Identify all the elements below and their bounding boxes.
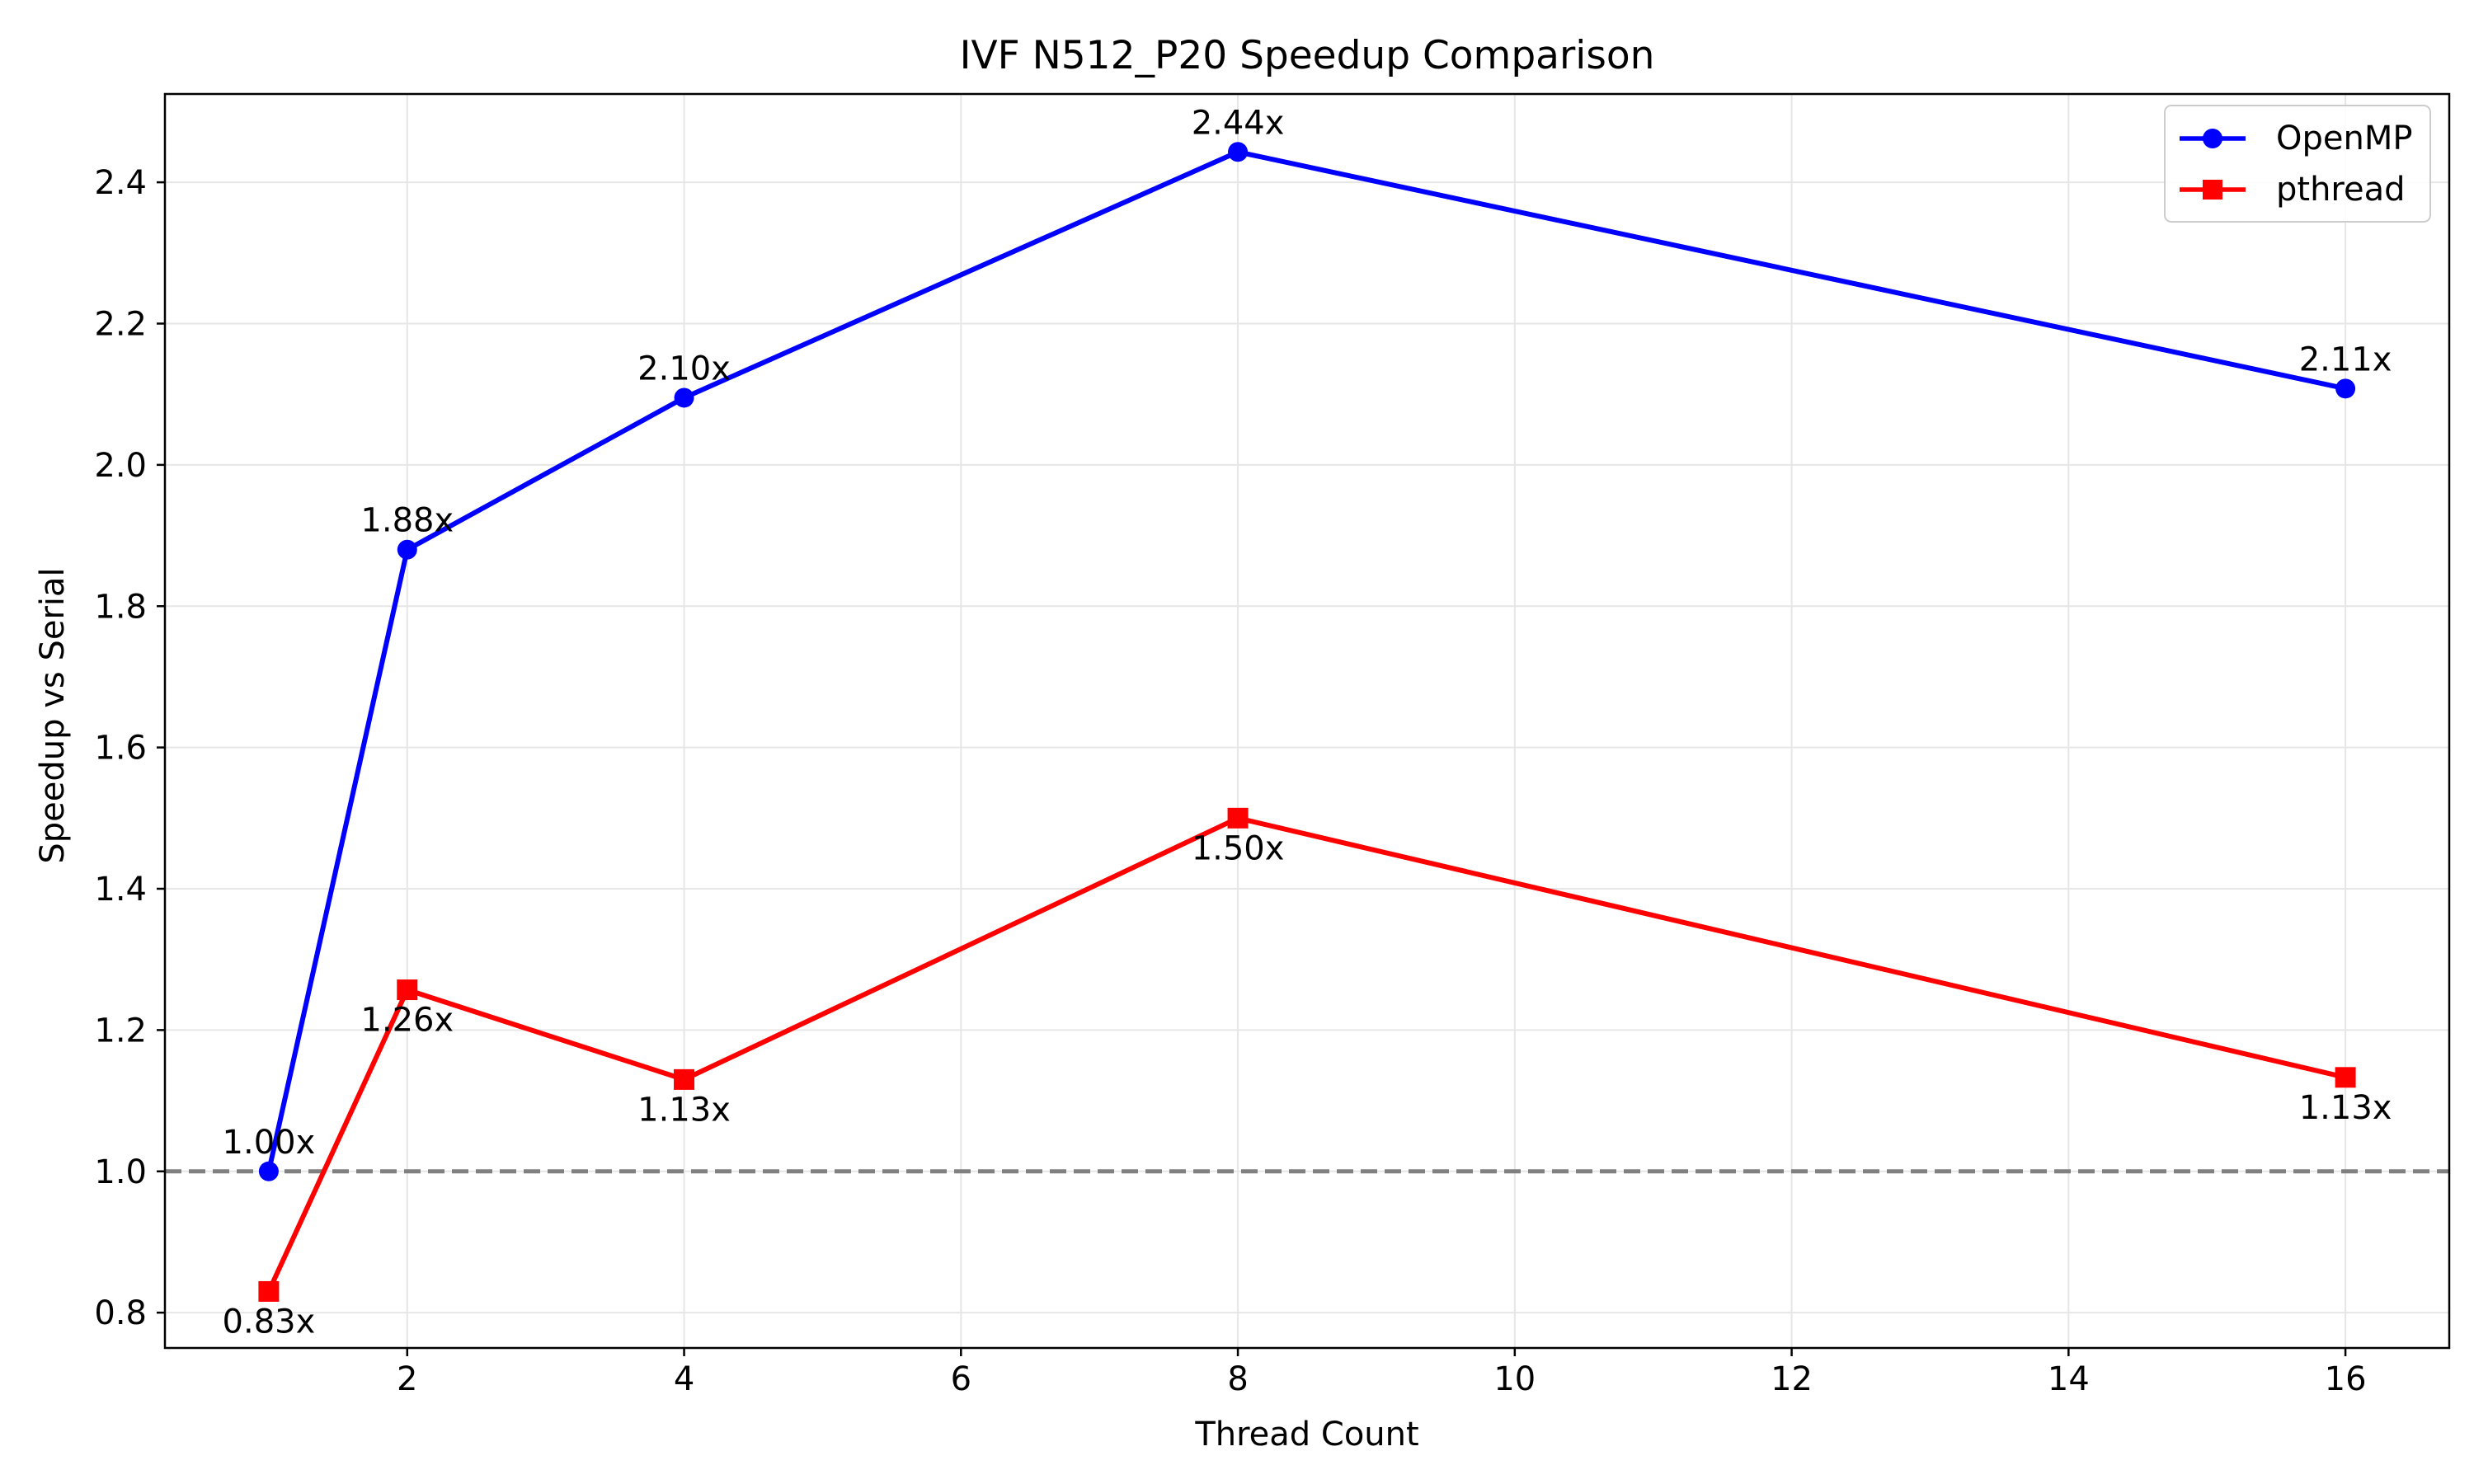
axis-ticks: 2 4 6 8 10 12 14 16 0.8 1.0 1.2 1.4 1.6 1.8 2.0 2.2 2.4	[94, 164, 2366, 1398]
plot-frame	[163, 92, 2451, 1350]
x-tick-label: 8	[1227, 1360, 1248, 1398]
x-tick-label: 12	[1771, 1360, 1813, 1398]
openmp-data-label: 2.44x	[1192, 104, 1285, 142]
y-tick-label: 2.4	[94, 164, 147, 202]
y-tick-label: 1.0	[94, 1153, 147, 1191]
y-tick-label: 2.2	[94, 305, 147, 343]
x-tick-label: 16	[2325, 1360, 2367, 1398]
x-axis-label: Thread Count	[1194, 1416, 1418, 1453]
y-tick-label: 1.2	[94, 1012, 147, 1050]
x-tick-label: 2	[397, 1360, 417, 1398]
pthread-point	[258, 1280, 280, 1302]
y-tick-label: 0.8	[94, 1294, 147, 1332]
y-tick-label: 1.4	[94, 871, 147, 909]
x-tick-label: 6	[951, 1360, 971, 1398]
pthread-data-label: 1.26x	[360, 1002, 454, 1040]
x-tick-label: 14	[2048, 1360, 2090, 1398]
series-layer	[258, 142, 2356, 1302]
legend-openmp-marker	[2203, 129, 2222, 148]
y-tick-label: 1.8	[94, 588, 147, 626]
y-tick-label: 2.0	[94, 447, 147, 485]
chart-title: IVF N512_P20 Speedup Comparison	[960, 33, 1655, 78]
openmp-point	[397, 539, 417, 560]
x-tick-label: 4	[674, 1360, 694, 1398]
pthread-point	[2335, 1067, 2356, 1088]
data-label-layer: 1.00x 1.88x 2.10x 2.44x 2.11x 0.83x 1.26x 1.13x…	[223, 104, 2392, 1341]
openmp-point	[2335, 378, 2356, 399]
legend-pthread-marker	[2203, 180, 2222, 200]
legend-pthread-label: pthread	[2276, 171, 2406, 209]
openmp-data-label: 1.00x	[223, 1124, 316, 1162]
openmp-data-label: 2.11x	[2299, 340, 2392, 378]
pthread-data-label: 1.13x	[2299, 1089, 2392, 1127]
pthread-point	[674, 1068, 695, 1090]
y-axis-label: Speedup vs Serial	[34, 567, 72, 863]
x-tick-label: 10	[1493, 1360, 1536, 1398]
grid	[165, 94, 2449, 1348]
openmp-point	[1228, 142, 1249, 162]
pthread-point	[397, 979, 418, 1001]
legend-openmp-label: OpenMP	[2276, 120, 2412, 157]
pthread-data-label: 1.13x	[637, 1091, 731, 1129]
openmp-point	[674, 387, 694, 408]
openmp-data-label: 1.88x	[360, 502, 454, 540]
pthread-point	[1227, 807, 1249, 829]
y-tick-label: 1.6	[94, 730, 147, 768]
legend: OpenMP pthread	[2164, 105, 2431, 223]
pthread-data-label: 0.83x	[223, 1303, 316, 1341]
pthread-data-label: 1.50x	[1192, 829, 1285, 867]
openmp-series-line	[266, 149, 2346, 1172]
openmp-data-label: 2.10x	[637, 350, 731, 387]
legend-box	[2164, 105, 2431, 223]
openmp-point	[258, 1161, 279, 1181]
